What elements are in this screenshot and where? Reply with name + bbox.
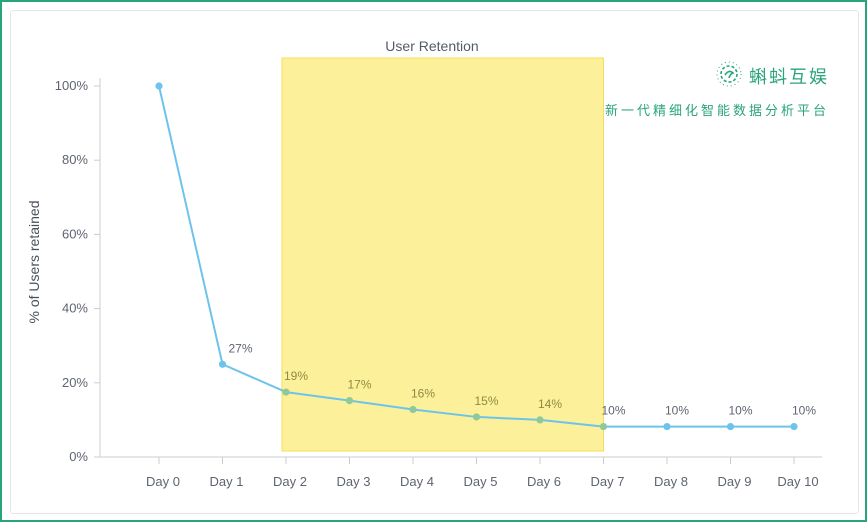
data-point	[409, 405, 417, 414]
y-tick-label: 100%	[55, 78, 89, 93]
x-tick-label: Day 5	[464, 474, 498, 489]
data-point	[663, 422, 671, 431]
highlight-band	[281, 57, 604, 452]
data-label: 27%	[228, 341, 252, 355]
brand-watermark: 蝌蚪互娱 新一代精细化智能数据分析平台	[605, 60, 829, 119]
brand-name: 蝌蚪互娱	[749, 67, 829, 88]
data-point	[472, 413, 481, 421]
data-point	[536, 416, 544, 424]
x-tick-label: Day 0	[146, 474, 180, 489]
data-label: 15%	[474, 394, 498, 408]
x-tick-label: Day 3	[337, 474, 371, 489]
data-point	[282, 388, 290, 396]
x-tick-label: Day 1	[210, 474, 244, 489]
data-point	[790, 422, 798, 431]
y-tick-label: 40%	[62, 301, 88, 316]
x-tick-label: Day 9	[718, 474, 752, 489]
data-label: 10%	[728, 404, 752, 418]
y-tick-label: 80%	[62, 152, 88, 167]
data-label: 10%	[665, 404, 689, 418]
x-tick-label: Day 4	[400, 474, 434, 489]
x-tick-label: Day 8	[654, 474, 688, 489]
data-point	[726, 422, 735, 431]
data-point	[155, 82, 163, 90]
chart-title: User Retention	[385, 38, 478, 54]
brand-slogan: 新一代精细化智能数据分析平台	[604, 104, 829, 119]
x-tick-label: Day 10	[777, 474, 818, 489]
data-points	[155, 82, 798, 431]
y-tick-labels: 0% 20% 40% 60% 80% 100%	[55, 78, 89, 464]
data-label: 10%	[792, 404, 816, 418]
tadpole-swirl-icon	[715, 60, 743, 92]
highlight-layer	[281, 57, 604, 452]
axis-layer	[94, 78, 822, 464]
data-point	[599, 422, 608, 431]
x-tick-label: Day 6	[527, 474, 561, 489]
y-tick-label: 0%	[69, 449, 88, 464]
data-labels: 27% 19% 17% 16% 15% 14% 10% 10% 10% 10%	[228, 341, 816, 417]
y-tick-label: 20%	[62, 375, 88, 390]
y-axis-title: % of Users retained	[26, 201, 42, 324]
data-label: 14%	[538, 397, 562, 411]
data-point	[218, 360, 227, 368]
data-point	[345, 397, 354, 405]
x-tick-label: Day 7	[591, 474, 625, 489]
data-label: 17%	[347, 378, 371, 392]
x-tick-labels: Day 0 Day 1 Day 2 Day 3 Day 4 Day 5 Day 6 Day 7…	[146, 474, 819, 489]
y-tick-label: 60%	[62, 226, 88, 241]
data-label: 10%	[601, 404, 625, 418]
x-tick-label: Day 2	[273, 474, 307, 489]
data-label: 19%	[284, 369, 308, 383]
data-label: 16%	[411, 387, 435, 401]
